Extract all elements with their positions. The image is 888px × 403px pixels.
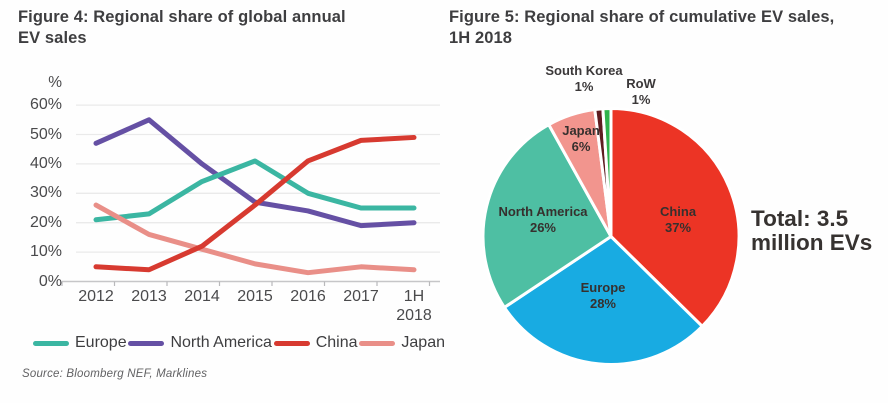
legend-label: North America [170,334,272,351]
total-annotation: Total: 3.5 million EVs [751,206,873,255]
line-series-japan [93,202,417,276]
y-tick-label: 20% [29,213,62,231]
legend-item-china: China [273,334,358,352]
legend-swatch-china [273,340,310,346]
y-tick-label: 60% [29,96,62,114]
legend-label: China [315,334,358,351]
legend-item-north-america: North America [128,334,272,352]
x-tick-label: 2016 [290,288,326,305]
x-tick-label: 1H 2018 [396,288,432,324]
x-tick-label: 2014 [184,288,220,305]
legend-label: Europe [75,334,127,351]
y-tick-label: 0% [38,272,62,290]
figure4-title: Figure 4: Regional share of global annua… [18,8,346,47]
pie-slice-north-america [481,123,613,309]
y-tick-label: 30% [29,184,62,202]
figure4-legend: Europe North America China Japan [33,334,445,352]
pie-slice-china [609,107,741,328]
y-tick-label: 40% [29,154,62,172]
legend-swatch-europe [33,340,69,346]
y-tick-label: 10% [29,243,62,261]
legend-swatch-north-america [128,340,165,346]
y-axis-unit-label: % [48,74,62,91]
legend-item-japan: Japan [359,334,445,352]
x-tick-label: 2013 [131,288,167,305]
x-tick-label: 2015 [237,288,273,305]
x-tick-label: 2017 [343,288,379,305]
pie-slice-europe [502,235,704,366]
y-tick-label: 50% [29,125,62,143]
x-tick-label: 2012 [78,288,114,305]
legend-label: Japan [401,334,445,351]
pie-slice-row [601,107,613,238]
source-note: Source: Bloomberg NEF, Marklines [22,368,208,380]
line-series-europe [93,158,417,223]
legend-item-europe: Europe [33,334,127,352]
legend-swatch-japan [359,340,396,346]
line-series-china [93,134,417,273]
figure5-title: Figure 5: Regional share of cumulative E… [449,8,835,47]
